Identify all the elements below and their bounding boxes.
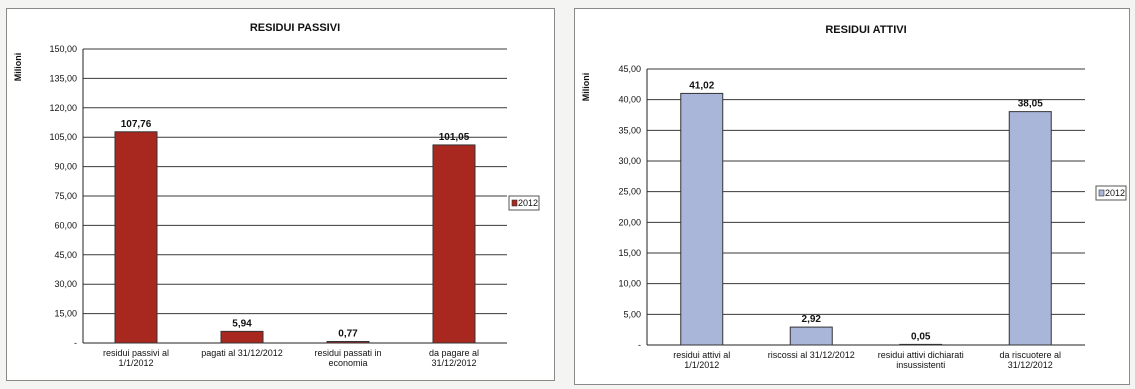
chart-residui-attivi: RESIDUI ATTIVI Milioni 45,00 40,00 35,00 30,0… bbox=[581, 24, 1127, 370]
chart-panel-residui-passivi: RESIDUI PASSIVI Milioni 150,00 135,00 120,00… bbox=[6, 8, 555, 381]
y-tick-label: 105,00 bbox=[49, 132, 77, 142]
chart-panel-residui-attivi: RESIDUI ATTIVI Milioni 45,00 40,00 35,00 30,0… bbox=[574, 8, 1130, 385]
bar bbox=[899, 343, 943, 346]
y-tick-label: 135,00 bbox=[49, 73, 77, 83]
legend-swatch bbox=[511, 199, 518, 207]
y-tick-label: 30,00 bbox=[618, 156, 641, 166]
x-category-label: residui attivi dichiarati insussistenti bbox=[878, 350, 964, 370]
y-tick-label: 5,00 bbox=[623, 309, 641, 319]
x-category-label: da pagare al 31/12/2012 bbox=[429, 348, 479, 368]
x-category-label: residui passivi al 1/1/2012 bbox=[103, 348, 169, 368]
x-category-label: residui attivi al 1/1/2012 bbox=[673, 350, 730, 370]
bar bbox=[432, 144, 476, 344]
data-label: 101,05 bbox=[439, 132, 470, 143]
bar bbox=[789, 326, 833, 346]
legend-entry: 2012 bbox=[518, 198, 538, 208]
chart-title: RESIDUI ATTIVI bbox=[825, 24, 906, 36]
y-tick-label: 15,00 bbox=[618, 248, 641, 258]
legend: 2012 bbox=[1095, 185, 1127, 201]
y-tick-label: - bbox=[74, 338, 77, 348]
data-label: 38,05 bbox=[1018, 99, 1043, 110]
y-tick-label: 75,00 bbox=[54, 191, 77, 201]
bar bbox=[220, 330, 264, 344]
x-category-label: pagati al 31/12/2012 bbox=[201, 348, 283, 358]
legend: 2012 bbox=[508, 195, 540, 211]
x-category-label: residui passati in economia bbox=[314, 348, 381, 368]
chart-residui-passivi: RESIDUI PASSIVI Milioni 150,00 135,00 120,00… bbox=[13, 22, 540, 368]
y-axis-label: Milioni bbox=[581, 73, 591, 102]
y-tick-label: - bbox=[638, 340, 641, 350]
y-tick-label: 45,00 bbox=[618, 64, 641, 74]
y-tick-label: 30,00 bbox=[54, 279, 77, 289]
x-category-label: riscossi al 31/12/2012 bbox=[768, 350, 855, 360]
y-tick-label: 15,00 bbox=[54, 309, 77, 319]
data-label: 0,77 bbox=[338, 328, 358, 339]
y-tick-label: 150,00 bbox=[49, 44, 77, 54]
y-tick-label: 10,00 bbox=[618, 279, 641, 289]
y-tick-label: 45,00 bbox=[54, 250, 77, 260]
legend-box bbox=[1095, 185, 1127, 201]
data-label: 5,94 bbox=[232, 318, 252, 329]
data-label: 107,76 bbox=[121, 119, 152, 130]
data-label: 41,02 bbox=[689, 80, 714, 91]
bar bbox=[114, 131, 158, 344]
legend-entry: 2012 bbox=[1105, 188, 1125, 198]
y-tick-label: 20,00 bbox=[618, 217, 641, 227]
y-tick-label: 60,00 bbox=[54, 220, 77, 230]
y-tick-label: 90,00 bbox=[54, 162, 77, 172]
y-tick-label: 40,00 bbox=[618, 95, 641, 105]
y-axis-label: Milioni bbox=[13, 53, 23, 82]
y-tick-label: 120,00 bbox=[49, 103, 77, 113]
y-tick-label: 35,00 bbox=[618, 125, 641, 135]
bar bbox=[326, 340, 370, 344]
data-label: 2,92 bbox=[802, 314, 822, 325]
bar bbox=[680, 92, 724, 346]
bar bbox=[1008, 111, 1052, 346]
chart-title: RESIDUI PASSIVI bbox=[250, 22, 340, 34]
legend-swatch bbox=[1098, 189, 1105, 197]
legend-box bbox=[508, 195, 540, 211]
y-tick-label: 25,00 bbox=[618, 187, 641, 197]
data-label: 0,05 bbox=[911, 331, 931, 342]
x-category-label: da riscuotere al 31/12/2012 bbox=[999, 350, 1061, 370]
